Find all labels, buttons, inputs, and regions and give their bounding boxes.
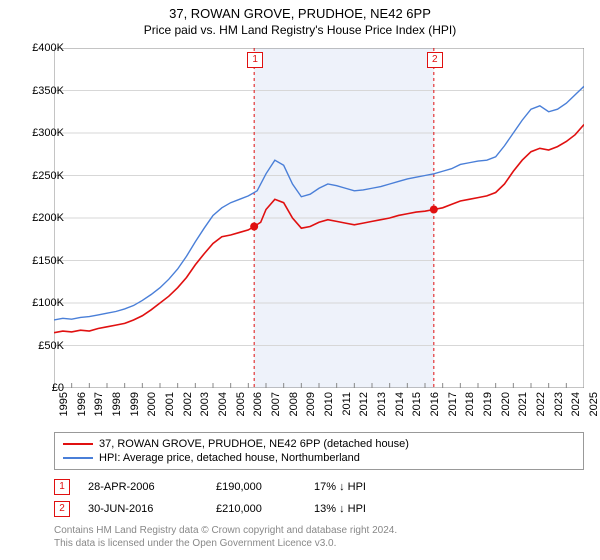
chart-plot-area xyxy=(54,48,584,388)
x-axis-tick-label: 2012 xyxy=(358,392,370,416)
sale-date: 28-APR-2006 xyxy=(88,481,198,493)
y-axis-tick-label: £400K xyxy=(32,42,64,54)
legend-item: 37, ROWAN GROVE, PRUDHOE, NE42 6PP (deta… xyxy=(63,437,575,451)
line-chart-svg xyxy=(54,48,584,388)
x-axis-tick-label: 1996 xyxy=(76,392,88,416)
sale-marker-icon: 2 xyxy=(54,501,70,517)
x-axis-tick-label: 2024 xyxy=(570,392,582,416)
footer-line: This data is licensed under the Open Gov… xyxy=(54,537,584,550)
sale-price: £210,000 xyxy=(216,503,296,515)
x-axis-tick-label: 2010 xyxy=(323,392,335,416)
x-axis-tick-label: 2002 xyxy=(182,392,194,416)
table-row: 1 28-APR-2006 £190,000 17% ↓ HPI xyxy=(54,476,584,498)
x-axis-tick-label: 2008 xyxy=(288,392,300,416)
x-axis-tick-label: 2007 xyxy=(270,392,282,416)
chart-title-subtitle: Price paid vs. HM Land Registry's House … xyxy=(0,21,600,37)
x-axis-tick-label: 2017 xyxy=(447,392,459,416)
legend: 37, ROWAN GROVE, PRUDHOE, NE42 6PP (deta… xyxy=(54,432,584,470)
sale-marker-flag: 2 xyxy=(427,52,443,68)
x-axis-tick-label: 1998 xyxy=(111,392,123,416)
y-axis-tick-label: £200K xyxy=(32,212,64,224)
legend-label: 37, ROWAN GROVE, PRUDHOE, NE42 6PP (deta… xyxy=(99,438,409,450)
sale-marker-flag: 1 xyxy=(247,52,263,68)
x-axis-tick-label: 2022 xyxy=(535,392,547,416)
legend-swatch xyxy=(63,443,93,445)
y-axis-tick-label: £50K xyxy=(38,340,64,352)
x-axis-tick-label: 2014 xyxy=(394,392,406,416)
y-axis-tick-label: £350K xyxy=(32,85,64,97)
x-axis-tick-label: 2000 xyxy=(146,392,158,416)
x-axis-tick-label: 2011 xyxy=(341,392,353,416)
x-axis-tick-label: 1999 xyxy=(129,392,141,416)
footer-attribution: Contains HM Land Registry data © Crown c… xyxy=(54,524,584,550)
x-axis-tick-label: 2009 xyxy=(305,392,317,416)
x-axis-tick-label: 2025 xyxy=(588,392,600,416)
y-axis-tick-label: £150K xyxy=(32,255,64,267)
x-axis-tick-label: 2006 xyxy=(252,392,264,416)
chart-title-address: 37, ROWAN GROVE, PRUDHOE, NE42 6PP xyxy=(0,0,600,21)
y-axis-tick-label: £300K xyxy=(32,127,64,139)
sales-table: 1 28-APR-2006 £190,000 17% ↓ HPI 2 30-JU… xyxy=(54,476,584,520)
x-axis-tick-label: 2015 xyxy=(411,392,423,416)
y-axis-tick-label: £100K xyxy=(32,297,64,309)
legend-item: HPI: Average price, detached house, Nort… xyxy=(63,451,575,465)
sale-price: £190,000 xyxy=(216,481,296,493)
x-axis-tick-label: 1995 xyxy=(58,392,70,416)
x-axis-tick-label: 2005 xyxy=(235,392,247,416)
sale-vs-hpi: 17% ↓ HPI xyxy=(314,481,404,493)
sale-date: 30-JUN-2016 xyxy=(88,503,198,515)
x-axis-tick-label: 2004 xyxy=(217,392,229,416)
y-axis-tick-label: £250K xyxy=(32,170,64,182)
footer-line: Contains HM Land Registry data © Crown c… xyxy=(54,524,584,537)
x-axis-tick-label: 2013 xyxy=(376,392,388,416)
x-axis-tick-label: 2019 xyxy=(482,392,494,416)
x-axis-tick-label: 1997 xyxy=(93,392,105,416)
legend-swatch xyxy=(63,457,93,459)
sale-vs-hpi: 13% ↓ HPI xyxy=(314,503,404,515)
x-axis-tick-label: 2003 xyxy=(199,392,211,416)
x-axis-tick-label: 2020 xyxy=(500,392,512,416)
chart-container: 37, ROWAN GROVE, PRUDHOE, NE42 6PP Price… xyxy=(0,0,600,560)
x-axis-tick-label: 2001 xyxy=(164,392,176,416)
legend-label: HPI: Average price, detached house, Nort… xyxy=(99,452,360,464)
sale-marker-icon: 1 xyxy=(54,479,70,495)
x-axis-tick-label: 2018 xyxy=(464,392,476,416)
table-row: 2 30-JUN-2016 £210,000 13% ↓ HPI xyxy=(54,498,584,520)
x-axis-tick-label: 2023 xyxy=(553,392,565,416)
x-axis-tick-label: 2016 xyxy=(429,392,441,416)
x-axis-tick-label: 2021 xyxy=(517,392,529,416)
